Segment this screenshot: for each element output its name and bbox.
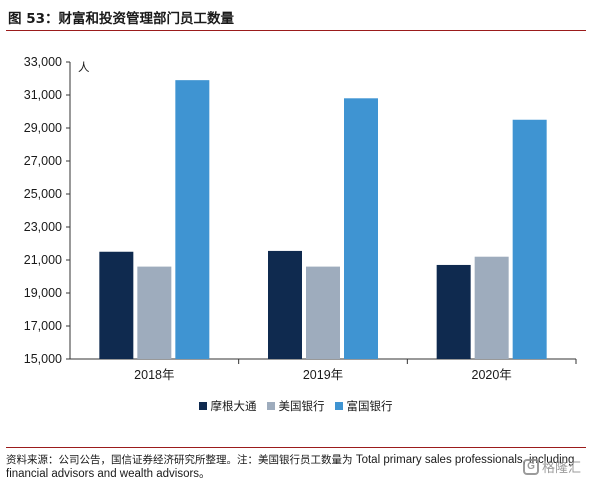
watermark-text: 格隆汇 xyxy=(541,461,581,476)
bar-chart: 15,000 17,000 19,000 21,000 23,000 25,000 27,0… xyxy=(24,55,577,382)
bar xyxy=(436,264,471,359)
bar xyxy=(474,256,509,359)
x-tick-label: 2018年 xyxy=(134,368,174,382)
bar xyxy=(99,251,134,359)
legend-swatch xyxy=(334,402,343,410)
source-text-en: Total primary sales professionals, inclu… xyxy=(6,454,575,480)
legend-item: 摩根大通 xyxy=(198,398,257,414)
y-tick-label: 33,000 xyxy=(24,55,62,69)
legend-label: 美国银行 xyxy=(278,399,325,413)
y-tick-label: 29,000 xyxy=(24,121,62,135)
bar xyxy=(512,119,547,359)
y-tick-label: 17,000 xyxy=(24,319,62,333)
y-tick-label: 19,000 xyxy=(24,286,62,300)
x-tick-label: 2019年 xyxy=(303,368,343,382)
source-text-cn: 资料来源：公司公告，国信证券经济研究所整理。注：美国银行员工数量为 xyxy=(6,454,353,466)
chart-legend: 摩根大通 美国银行 富国银行 xyxy=(0,398,591,414)
bar xyxy=(344,98,378,360)
y-tick-label: 15,000 xyxy=(24,352,62,366)
bar xyxy=(306,266,340,359)
legend-swatch xyxy=(266,402,275,410)
bar xyxy=(268,250,302,359)
legend-label: 摩根大通 xyxy=(210,399,257,413)
y-tick-label: 21,000 xyxy=(24,253,62,267)
watermark: G 格隆汇 xyxy=(522,457,581,476)
legend-item: 富国银行 xyxy=(334,398,393,414)
bar xyxy=(137,266,172,359)
y-tick-label: 25,000 xyxy=(24,187,62,201)
x-tick-label: 2020年 xyxy=(472,368,512,382)
y-tick-label: 31,000 xyxy=(24,88,62,102)
legend-label: 富国银行 xyxy=(346,399,393,413)
legend-swatch xyxy=(198,402,207,410)
legend-item: 美国银行 xyxy=(266,398,325,414)
bar xyxy=(175,80,210,360)
figure-title: 图 53：财富和投资管理部门员工数量 xyxy=(8,11,234,27)
y-tick-label: 23,000 xyxy=(24,220,62,234)
watermark-logo-icon: G xyxy=(522,458,539,475)
y-tick-label: 27,000 xyxy=(24,154,62,168)
y-unit-label: 人 xyxy=(78,60,90,74)
figure-header: 图 53：财富和投资管理部门员工数量 xyxy=(6,4,586,31)
source-note: 资料来源：公司公告，国信证券经济研究所整理。注：美国银行员工数量为 Total … xyxy=(6,447,586,481)
